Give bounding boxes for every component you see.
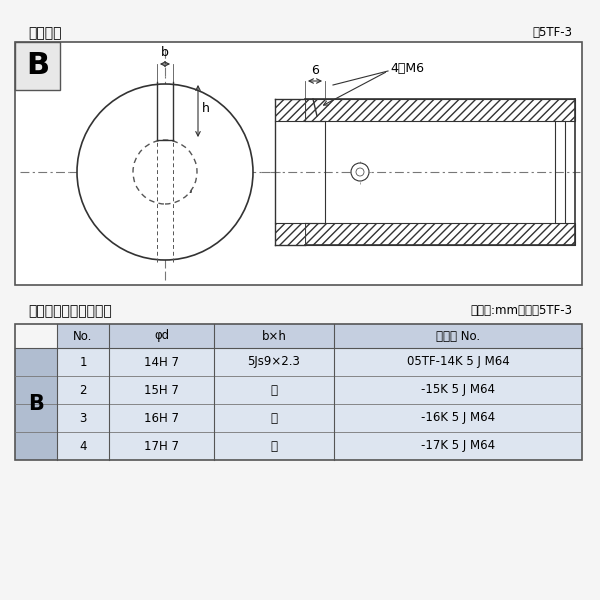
Bar (15, 42, 582, 285)
Text: 1: 1 (79, 355, 87, 368)
Text: B: B (28, 394, 44, 414)
Bar (15, 324, 582, 460)
Circle shape (351, 163, 369, 181)
Text: φd: φd (154, 329, 169, 343)
Text: 〃: 〃 (271, 412, 277, 425)
Text: φd: φd (177, 184, 193, 196)
Text: 5Js9×2.3: 5Js9×2.3 (248, 355, 301, 368)
Text: 15H 7: 15H 7 (144, 383, 179, 397)
Text: 14H 7: 14H 7 (144, 355, 179, 368)
Text: 17H 7: 17H 7 (144, 439, 179, 452)
Text: -15K 5 J M64: -15K 5 J M64 (421, 383, 495, 397)
Bar (15, 348, 57, 460)
Bar (305, 223, 575, 245)
Text: b: b (161, 46, 169, 59)
Text: 05TF-14K 5 J M64: 05TF-14K 5 J M64 (407, 355, 509, 368)
Circle shape (77, 84, 253, 260)
Text: （単位:mm）　表5TF-3: （単位:mm） 表5TF-3 (470, 304, 572, 317)
Bar (275, 99, 305, 121)
Circle shape (356, 168, 364, 176)
Text: 6: 6 (311, 64, 319, 77)
Text: 〃: 〃 (271, 439, 277, 452)
Text: 4: 4 (79, 439, 87, 452)
Text: -17K 5 J M64: -17K 5 J M64 (421, 439, 495, 452)
Text: 〃: 〃 (271, 383, 277, 397)
Bar (57, 432, 582, 460)
Text: 軸穴形状コードー覧表: 軸穴形状コードー覧表 (28, 304, 112, 318)
Text: No.: No. (73, 329, 92, 343)
Text: 16H 7: 16H 7 (144, 412, 179, 425)
Bar (305, 121, 575, 223)
Bar (57, 404, 582, 432)
Circle shape (133, 140, 197, 204)
Text: 4－M6: 4－M6 (390, 62, 424, 76)
Bar (57, 376, 582, 404)
Bar (305, 99, 575, 121)
Bar (57, 324, 582, 348)
Text: 3: 3 (79, 412, 86, 425)
Text: 軸穴形状: 軸穴形状 (28, 26, 62, 40)
Bar (275, 223, 305, 245)
Text: 図5TF-3: 図5TF-3 (532, 26, 572, 39)
Text: B: B (26, 52, 49, 80)
Text: 2: 2 (79, 383, 87, 397)
Bar (57, 348, 582, 376)
Text: b×h: b×h (262, 329, 286, 343)
Text: -16K 5 J M64: -16K 5 J M64 (421, 412, 495, 425)
Bar (15, 42, 60, 90)
Text: h: h (202, 101, 210, 115)
Text: コード No.: コード No. (436, 329, 480, 343)
